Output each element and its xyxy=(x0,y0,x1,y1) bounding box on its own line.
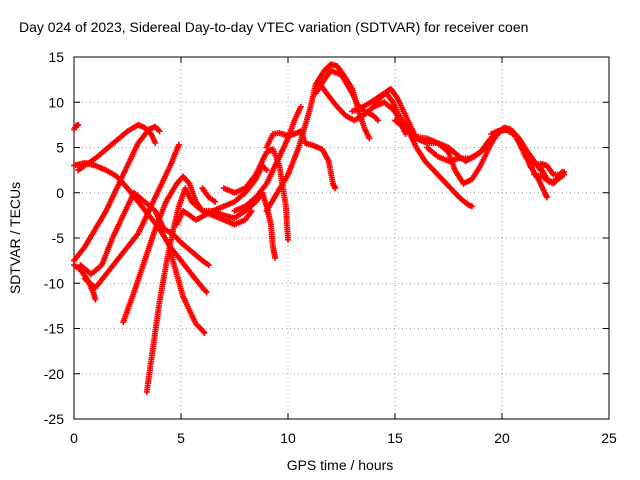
series-arc03 xyxy=(75,121,159,174)
series-arc08 xyxy=(120,173,279,326)
data-point xyxy=(543,194,550,201)
plot-area xyxy=(71,61,568,395)
data-point xyxy=(285,236,291,243)
data-point xyxy=(156,128,163,135)
data-point xyxy=(205,262,212,269)
series-line xyxy=(372,92,473,208)
series-arc09 xyxy=(143,185,255,395)
series-arc01 xyxy=(71,121,82,133)
data-point xyxy=(469,203,475,210)
series-arc12 xyxy=(199,185,219,205)
x-tick-label: 0 xyxy=(70,430,78,446)
data-point xyxy=(201,330,208,336)
x-tick-label: 25 xyxy=(601,430,617,446)
series-arc14 xyxy=(231,103,304,214)
series-arc21 xyxy=(392,117,516,187)
series-arc16 xyxy=(263,128,339,192)
data-point xyxy=(152,140,159,146)
data-point xyxy=(75,121,82,128)
y-tick-label: 10 xyxy=(48,94,64,110)
data-point xyxy=(248,207,255,214)
y-axis-label: SDTVAR / TECUs xyxy=(7,182,23,294)
series-arc24 xyxy=(488,126,568,178)
chart-title: Day 024 of 2023, Sidereal Day-to-day VTE… xyxy=(19,19,528,35)
x-axis-label: GPS time / hours xyxy=(287,457,394,473)
y-tick-label: -15 xyxy=(44,321,64,337)
y-axis: -25 -20 -15 -10 -5 0 5 10 15 xyxy=(44,49,609,427)
data-point xyxy=(263,167,270,174)
y-tick-label: -5 xyxy=(52,230,65,246)
data-point xyxy=(212,198,219,205)
x-tick-label: 15 xyxy=(387,430,403,446)
y-tick-label: -10 xyxy=(44,275,64,291)
series-arc10 xyxy=(167,248,208,336)
series-arc06 xyxy=(81,141,182,291)
y-tick-label: 0 xyxy=(56,185,64,201)
data-point xyxy=(297,103,304,110)
y-tick-label: -25 xyxy=(44,411,64,427)
data-point xyxy=(203,289,210,296)
data-point xyxy=(374,117,381,124)
x-tick-label: 5 xyxy=(177,430,185,446)
series-arc20 xyxy=(370,90,475,210)
series-arc05 xyxy=(71,123,163,264)
y-tick-label: -20 xyxy=(44,366,64,382)
data-point xyxy=(366,135,373,142)
x-tick-label: 20 xyxy=(494,430,510,446)
x-axis: 0 5 10 15 20 25 xyxy=(70,57,617,446)
series-arc26 xyxy=(537,164,565,187)
x-tick-label: 10 xyxy=(280,430,296,446)
data-point xyxy=(558,173,565,180)
y-tick-label: 5 xyxy=(56,140,64,156)
y-tick-label: 15 xyxy=(48,49,64,65)
data-point xyxy=(332,185,339,192)
data-point xyxy=(272,254,279,261)
data-point xyxy=(175,141,182,148)
data-point xyxy=(92,296,99,303)
